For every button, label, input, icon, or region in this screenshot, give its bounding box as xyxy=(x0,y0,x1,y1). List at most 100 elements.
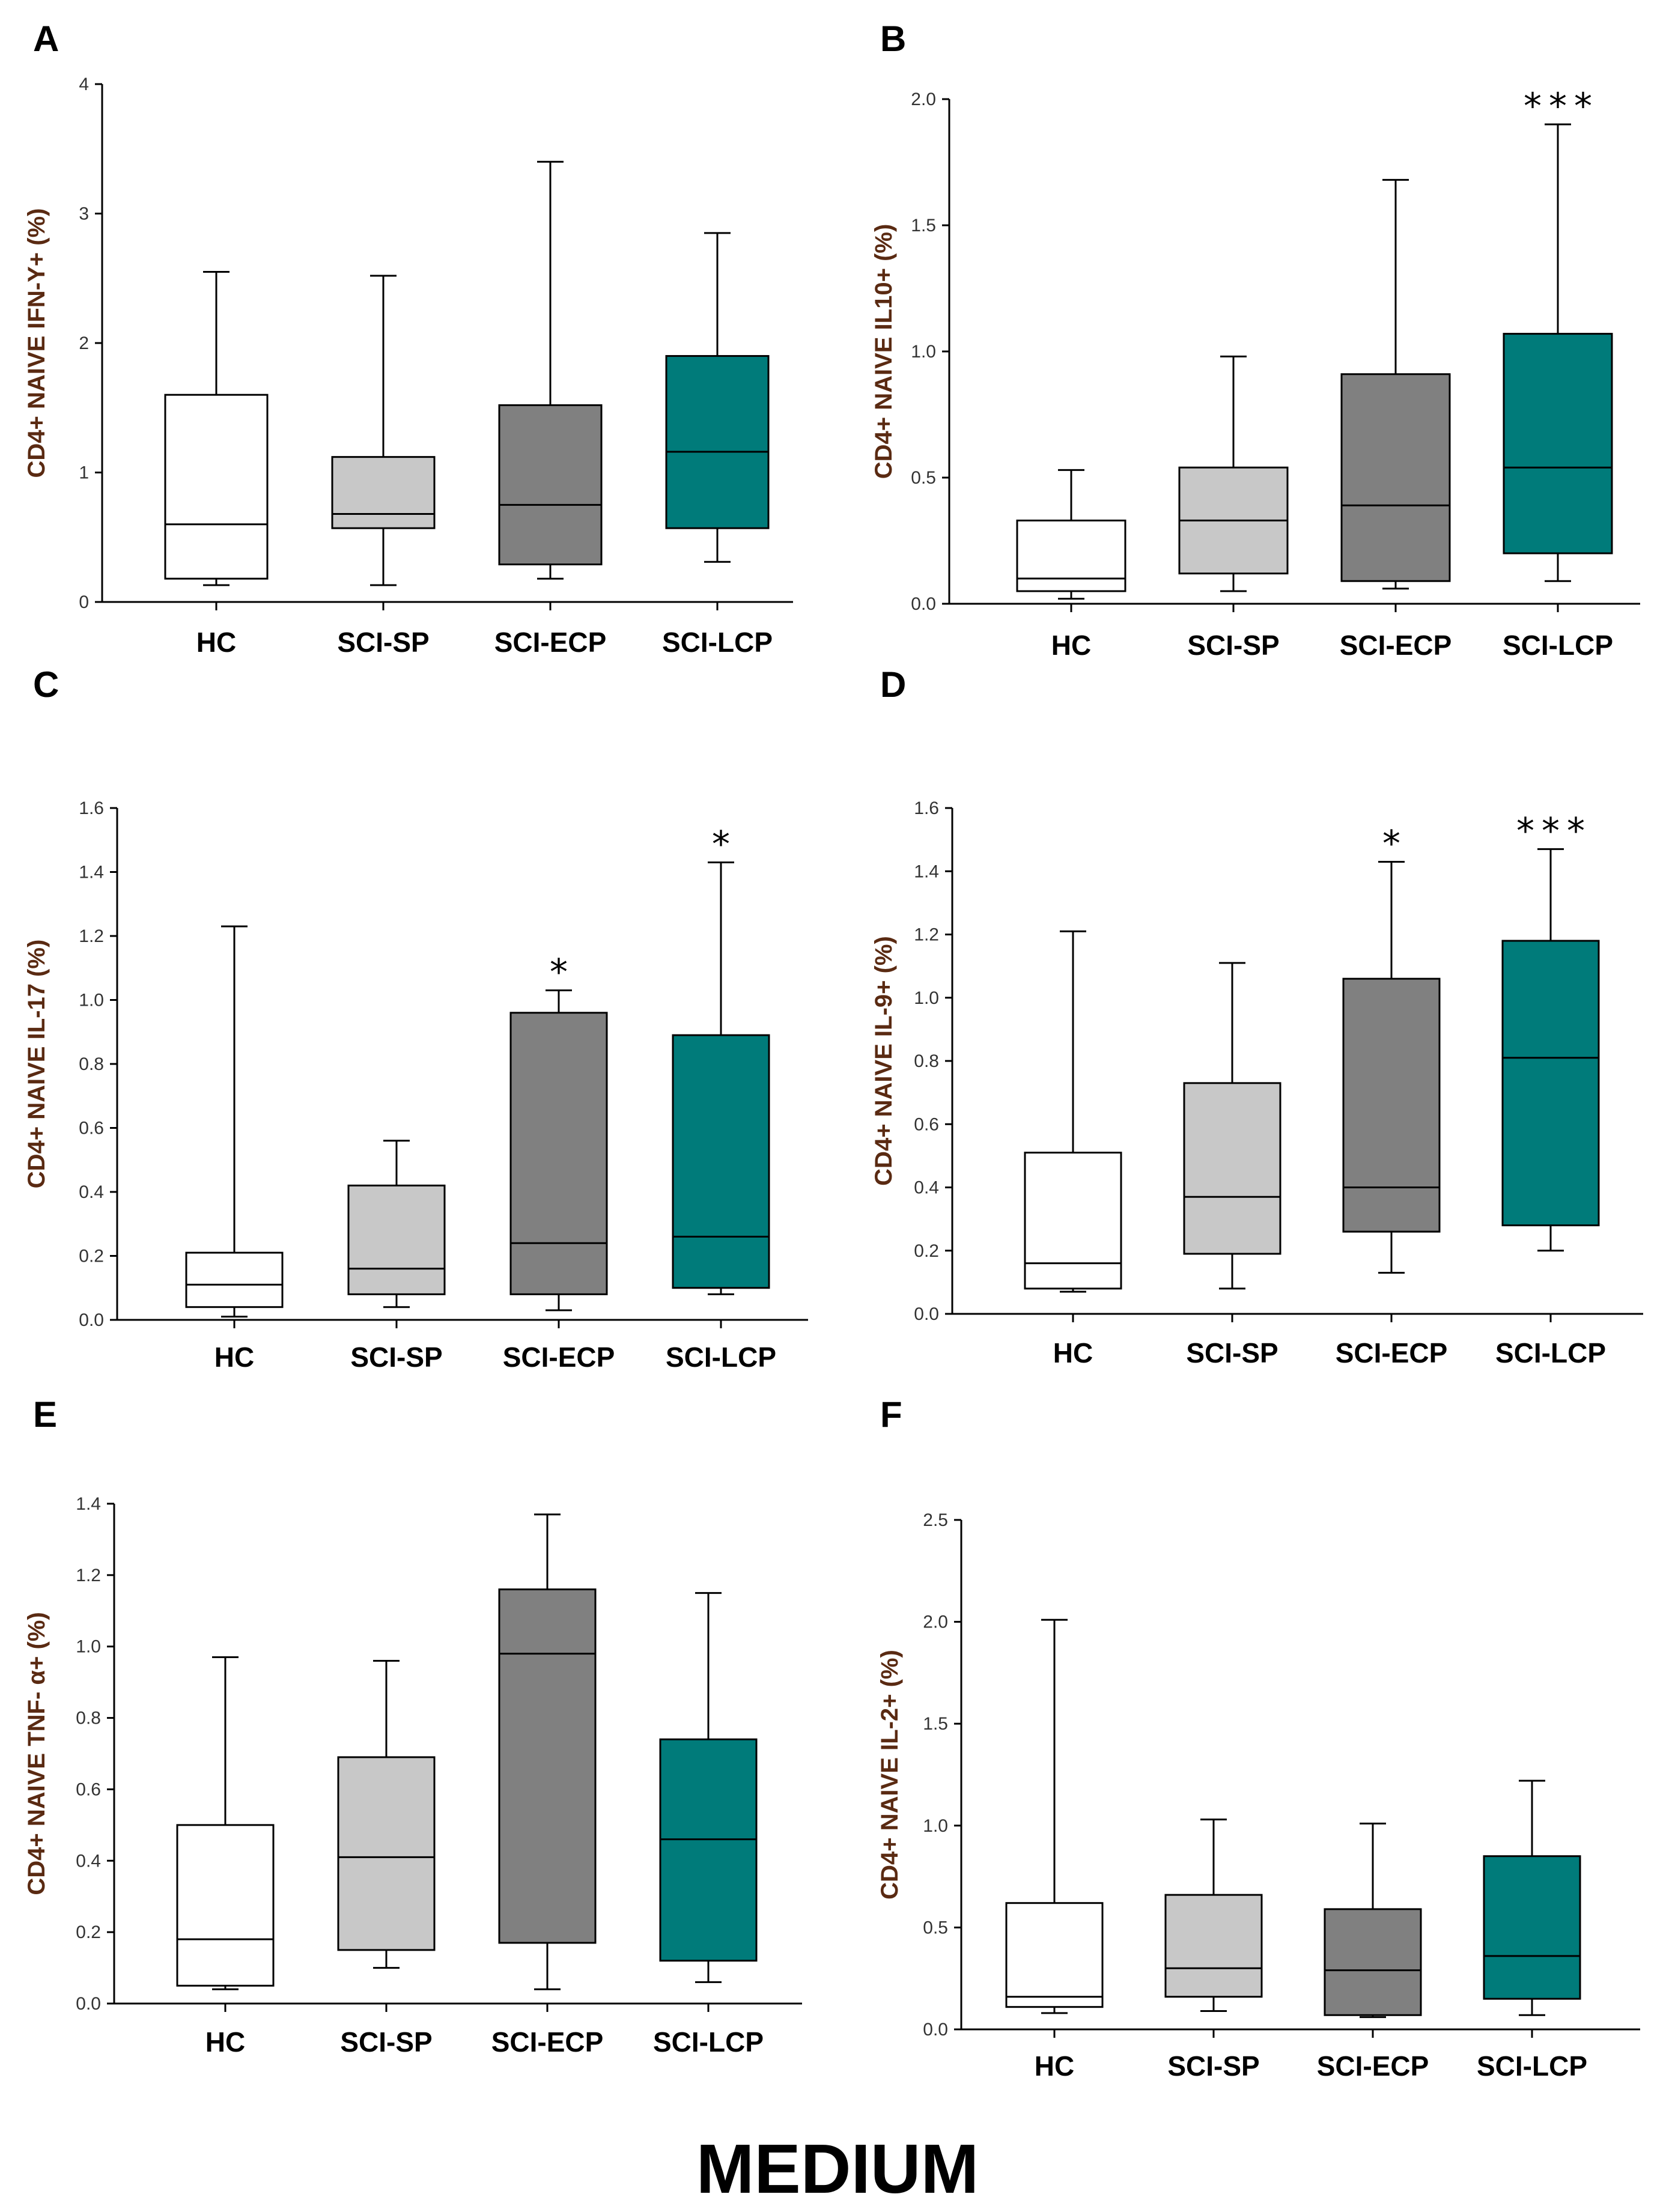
category-label: SCI-SP xyxy=(337,627,429,658)
box-iqr xyxy=(164,393,269,580)
y-tick-label: 0.0 xyxy=(914,1304,939,1324)
y-tick-label: 0.6 xyxy=(79,1119,104,1138)
y-tick-label: 2 xyxy=(79,333,89,353)
category-label: SCI-LCP xyxy=(1503,630,1613,661)
box-sci-lcp: SCI-LCP xyxy=(1477,1779,1587,2082)
y-tick-label: 0.0 xyxy=(76,1994,101,2014)
panel-letter: A xyxy=(33,19,59,59)
y-tick-label: 1.0 xyxy=(923,1816,948,1836)
y-tick-label: 1.4 xyxy=(79,863,104,883)
y-tick-label: 1.5 xyxy=(911,216,936,235)
y-tick-label: 1.6 xyxy=(79,798,104,818)
box-iqr xyxy=(1024,1152,1122,1290)
box-iqr xyxy=(1016,519,1126,592)
box-iqr xyxy=(331,456,436,529)
significance-marker: *** xyxy=(1524,85,1599,127)
y-tick-label: 2.0 xyxy=(923,1612,948,1632)
box-sci-lcp: *** SCI-LCP xyxy=(1503,85,1613,661)
panel-e: E CD4+ NAIVE TNF- α+ (%) 0.0 0.2 0.4 0.6 0.8 1.… xyxy=(23,1394,802,2058)
box-iqr xyxy=(498,1588,597,1944)
box-iqr xyxy=(1483,1855,1581,2000)
y-tick-label: 0.6 xyxy=(914,1114,939,1134)
y-axis-label: CD4+ NAIVE IL-9+ (%) xyxy=(871,936,897,1186)
y-tick-label: 0.6 xyxy=(76,1779,101,1799)
y-axis-label: CD4+ NAIVE IL-2+ (%) xyxy=(877,1650,903,1900)
y-tick-label: 1.4 xyxy=(76,1494,101,1514)
category-label: SCI-ECP xyxy=(494,627,607,658)
box-sci-lcp: SCI-LCP xyxy=(653,1592,764,2058)
y-tick-label: 1.4 xyxy=(914,861,939,881)
y-tick-label: 1.0 xyxy=(911,342,936,362)
y-axis-label: CD4+ NAIVE TNF- α+ (%) xyxy=(23,1612,50,1895)
y-axis-label: CD4+ NAIVE IFN-Y+ (%) xyxy=(23,208,50,478)
category-label: SCI-LCP xyxy=(1477,2050,1587,2082)
box-hc: HC xyxy=(1016,469,1126,661)
y-tick-label: 0.2 xyxy=(76,1922,101,1942)
y-tick-label: 1 xyxy=(79,463,89,483)
category-label: SCI-SP xyxy=(1186,1337,1278,1369)
box-iqr xyxy=(176,1824,275,1987)
box-sci-sp: SCI-SP xyxy=(1183,962,1281,1369)
box-sci-ecp: SCI-ECP xyxy=(494,160,607,658)
significance-marker: *** xyxy=(1516,810,1592,852)
box-sci-sp: SCI-SP xyxy=(331,275,436,658)
category-label: SCI-SP xyxy=(350,1341,442,1373)
box-iqr xyxy=(672,1034,770,1289)
y-axis-label: CD4+ NAIVE IL-17 (%) xyxy=(23,940,50,1189)
y-tick-label: 0.0 xyxy=(79,1310,104,1330)
y-tick-label: 0.4 xyxy=(914,1178,939,1198)
y-tick-label: 2.5 xyxy=(923,1510,948,1530)
figure-title: MEDIUM xyxy=(696,2130,979,2208)
panel-letter: B xyxy=(880,19,906,59)
category-label: SCI-SP xyxy=(1187,630,1279,661)
category-label: SCI-ECP xyxy=(1336,1337,1448,1369)
category-label: SCI-SP xyxy=(340,2026,432,2058)
y-tick-label: 0.5 xyxy=(923,1918,948,1937)
box-sci-lcp: SCI-LCP xyxy=(662,232,773,658)
box-iqr xyxy=(498,404,603,566)
box-iqr xyxy=(1005,1902,1104,2008)
category-label: SCI-LCP xyxy=(653,2026,764,2058)
y-tick-label: 2.0 xyxy=(911,90,936,109)
box-sci-lcp: *** SCI-LCP xyxy=(1495,810,1606,1369)
y-axis-label: CD4+ NAIVE IL10+ (%) xyxy=(871,224,897,479)
panel-b: B CD4+ NAIVE IL10+ (%) 0.0 0.5 1.0 1.5 2.0 HC SC… xyxy=(871,19,1640,661)
box-sci-ecp: * SCI-ECP xyxy=(503,952,615,1373)
significance-marker: * xyxy=(712,824,737,866)
category-label: SCI-SP xyxy=(1167,2050,1259,2082)
panel-letter: D xyxy=(880,664,906,705)
significance-marker: * xyxy=(550,952,575,994)
box-iqr xyxy=(1183,1082,1281,1255)
category-label: HC xyxy=(205,2026,245,2058)
category-label: HC xyxy=(214,1341,254,1373)
box-hc: HC xyxy=(1005,1618,1104,2082)
y-tick-label: 0.8 xyxy=(914,1051,939,1071)
box-hc: HC xyxy=(185,925,284,1373)
y-tick-label: 1.0 xyxy=(914,988,939,1008)
panel-f: F CD4+ NAIVE IL-2+ (%) 0.0 0.5 1.0 1.5 2.0 2.5 H… xyxy=(877,1394,1640,2082)
panel-a: A CD4+ NAIVE IFN-Y+ (%) 0 1 2 3 4 HC SCI-SP SCI-E… xyxy=(23,19,793,658)
panel-d: D CD4+ NAIVE IL-9+ (%) 0.0 0.2 0.4 0.6 0.8 1.0 1… xyxy=(871,664,1643,1369)
box-iqr xyxy=(337,1756,436,1951)
panel-letter: E xyxy=(33,1394,57,1435)
category-label: SCI-ECP xyxy=(1317,2050,1429,2082)
category-label: HC xyxy=(196,627,236,658)
box-iqr xyxy=(1501,940,1600,1227)
panel-letter: C xyxy=(33,664,59,705)
y-tick-label: 0.5 xyxy=(911,468,936,488)
box-sci-sp: SCI-SP xyxy=(337,1659,436,2058)
box-sci-sp: SCI-SP xyxy=(1164,1819,1263,2082)
panel-c: C CD4+ NAIVE IL-17 (%) 0.0 0.2 0.4 0.6 0.8 1.0 1… xyxy=(23,664,808,1373)
y-tick-label: 1.2 xyxy=(914,925,939,945)
y-tick-label: 0.2 xyxy=(914,1241,939,1261)
box-iqr xyxy=(185,1251,284,1308)
box-iqr xyxy=(1164,1894,1263,1998)
box-sci-ecp: SCI-ECP xyxy=(1317,1822,1429,2082)
category-label: HC xyxy=(1053,1337,1093,1369)
category-label: SCI-LCP xyxy=(666,1341,776,1373)
box-iqr xyxy=(659,1738,758,1962)
y-tick-label: 0 xyxy=(79,592,89,612)
box-iqr xyxy=(1503,333,1613,555)
box-iqr xyxy=(509,1012,608,1295)
category-label: HC xyxy=(1051,630,1091,661)
